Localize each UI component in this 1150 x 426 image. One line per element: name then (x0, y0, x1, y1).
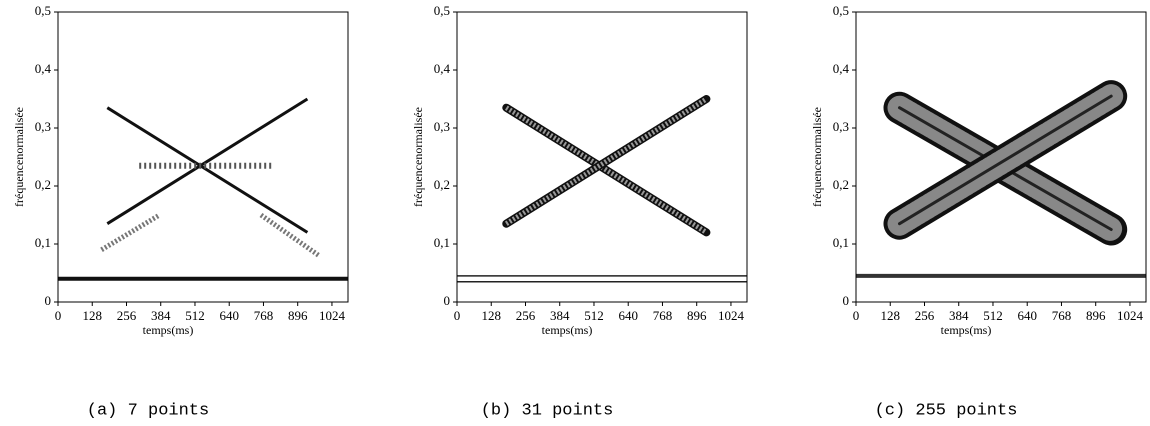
caption: (a) 7 points (87, 401, 209, 420)
x-tick-label: 768 (1052, 308, 1072, 323)
y-tick-label: 0 (843, 293, 850, 308)
y-tick-label: 0 (45, 293, 52, 308)
y-axis-label: fréquencenormalisée (411, 107, 425, 207)
plot-frame (57, 11, 349, 303)
spectrogram (58, 97, 348, 281)
x-tick-label: 512 (983, 308, 1003, 323)
x-axis-label: temps(ms) (143, 323, 194, 337)
y-axis-label: fréquencenormalisée (12, 107, 26, 207)
y-tick-label: 0,1 (434, 235, 450, 250)
x-tick-label: 128 (82, 308, 102, 323)
x-tick-label: 0 (454, 308, 461, 323)
ridge (106, 97, 309, 225)
x-tick-label: 896 (687, 308, 707, 323)
y-tick-label: 0,1 (35, 235, 51, 250)
y-tick-label: 0,4 (35, 61, 52, 76)
caption: (b) 31 points (481, 401, 614, 420)
x-tick-label: 256 (117, 308, 137, 323)
ridge (106, 106, 309, 234)
spectrogram (457, 95, 747, 283)
y-tick-label: 0,2 (434, 177, 450, 192)
y-tick-label: 0,3 (833, 119, 849, 134)
artifact (100, 212, 161, 252)
x-tick-label: 512 (584, 308, 604, 323)
x-tick-label: 384 (151, 308, 171, 323)
x-tick-label: 1024 (718, 308, 745, 323)
x-tick-label: 512 (185, 308, 205, 323)
x-tick-label: 640 (618, 308, 638, 323)
y-tick-label: 0,1 (833, 235, 849, 250)
x-tick-label: 640 (219, 308, 239, 323)
y-tick-label: 0,4 (434, 61, 451, 76)
ridge-texture (504, 96, 708, 226)
y-tick-label: 0,2 (833, 177, 849, 192)
x-tick-label: 256 (516, 308, 536, 323)
x-tick-label: 256 (915, 308, 935, 323)
y-tick-label: 0,2 (35, 177, 51, 192)
caption: (c) 255 points (875, 401, 1018, 420)
y-tick-label: 0 (444, 293, 451, 308)
x-tick-label: 128 (481, 308, 501, 323)
y-tick-label: 0,4 (833, 61, 850, 76)
x-tick-label: 384 (550, 308, 570, 323)
x-tick-label: 896 (1086, 308, 1106, 323)
x-tick-label: 768 (254, 308, 274, 323)
x-tick-label: 640 (1017, 308, 1037, 323)
x-tick-label: 0 (853, 308, 860, 323)
x-axis-label: temps(ms) (542, 323, 593, 337)
spectrogram (856, 80, 1146, 278)
x-axis-label: temps(ms) (941, 323, 992, 337)
x-tick-label: 1024 (1117, 308, 1144, 323)
y-tick-label: 0,3 (35, 119, 51, 134)
x-tick-label: 896 (288, 308, 308, 323)
x-tick-label: 1024 (319, 308, 346, 323)
ridge-texture (504, 105, 708, 235)
plot-frame (456, 11, 748, 303)
plot-frame (855, 11, 1147, 303)
x-tick-label: 384 (949, 308, 969, 323)
x-tick-label: 768 (653, 308, 673, 323)
y-tick-label: 0,5 (434, 3, 450, 18)
y-tick-label: 0,3 (434, 119, 450, 134)
y-tick-label: 0,5 (35, 3, 51, 18)
x-tick-label: 0 (55, 308, 62, 323)
ridge-core (898, 94, 1113, 226)
y-tick-label: 0,5 (833, 3, 849, 18)
y-axis-label: fréquencenormalisée (810, 107, 824, 207)
x-tick-label: 128 (880, 308, 900, 323)
